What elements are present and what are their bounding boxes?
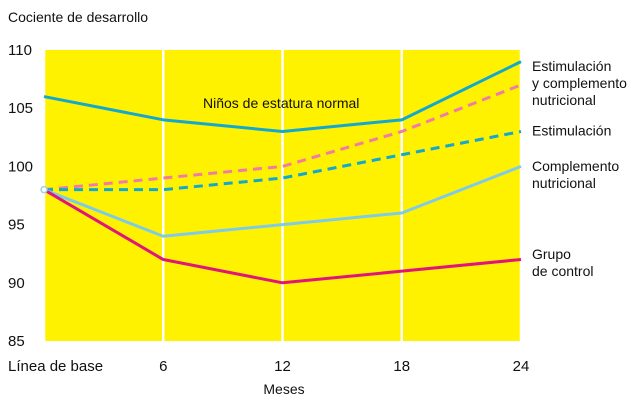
series-line-3 <box>43 165 522 238</box>
series-lines <box>40 60 522 285</box>
x-axis-title: Meses <box>263 381 304 397</box>
start-point-marker <box>40 185 48 194</box>
x-tick-label-2: 12 <box>274 358 291 375</box>
series-label-1-line-1: y complemento <box>532 75 627 91</box>
y-axis-title: Cociente de desarrollo <box>8 9 148 25</box>
series-line-4 <box>43 188 522 285</box>
series-line-2 <box>44 130 522 192</box>
series-label-3-line-1: nutricional <box>532 175 596 191</box>
y-tick-labels: 85 90 95 100 105 110 <box>8 42 33 350</box>
y-tick-label-5: 110 <box>8 42 32 59</box>
series-label-2-line-0: Estimulación <box>532 122 611 138</box>
series-label-3-line-0: Complemento <box>532 158 619 174</box>
x-tick-label-1: 6 <box>159 358 167 375</box>
series-label-1-line-2: nutricional <box>532 92 596 108</box>
x-tick-label-0: Línea de base <box>8 358 103 375</box>
x-tick-label-3: 18 <box>393 358 410 375</box>
x-tick-label-4: 24 <box>513 358 530 375</box>
series-label-4-line-1: de control <box>532 263 593 279</box>
y-tick-label-4: 105 <box>8 100 33 117</box>
y-tick-label-3: 100 <box>8 158 33 175</box>
series-line-1 <box>43 83 522 192</box>
series-label-4-line-0: Grupo <box>532 246 571 262</box>
y-tick-label-2: 95 <box>8 217 25 234</box>
series-label-1-line-0: Estimulación <box>532 58 611 74</box>
y-tick-label-0: 85 <box>8 333 25 350</box>
grid-lines <box>42 50 523 341</box>
y-tick-label-1: 90 <box>8 275 25 292</box>
x-tick-labels: Línea de base 6 12 18 24 <box>8 358 529 375</box>
series-line-0 <box>43 60 522 133</box>
series-label-0-line-0: Niños de estatura normal <box>203 95 359 111</box>
